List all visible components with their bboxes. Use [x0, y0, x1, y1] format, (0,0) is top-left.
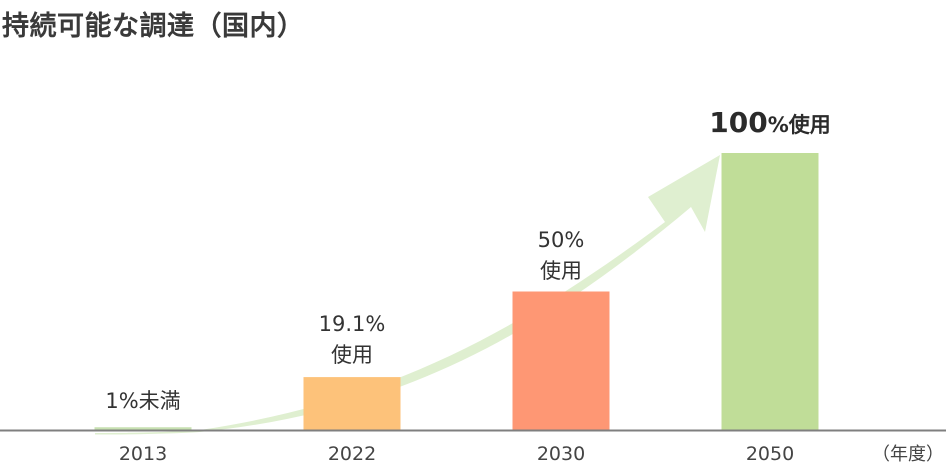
x-tick-label: 2030 [537, 443, 585, 465]
data-label-sub: 使用 [331, 343, 373, 367]
page-title: 持続可能な調達（国内） [2, 11, 305, 42]
x-tick-label: 2050 [746, 443, 794, 465]
data-label: 19.1% [319, 312, 386, 336]
data-label-sub: 使用 [540, 259, 582, 283]
bar-2050 [721, 153, 819, 430]
trend-arrow-layer [95, 155, 720, 435]
x-tick-labels: 2013 2022 2030 2050 [119, 443, 794, 465]
x-tick-label: 2013 [119, 443, 167, 465]
bar-2030 [512, 291, 610, 430]
bar-2013 [94, 427, 192, 430]
data-labels: 1%未満 19.1% 使用 50% 使用 100%使用 [105, 106, 830, 413]
data-label: 100%使用 [709, 106, 831, 139]
x-axis-unit-label: （年度） [872, 444, 944, 465]
trend-arrow [95, 155, 720, 435]
x-tick-label: 2022 [328, 443, 376, 465]
bar-2022 [303, 377, 401, 430]
data-label: 50% [538, 228, 585, 252]
bars-layer [94, 153, 819, 430]
data-label: 1%未満 [105, 389, 180, 413]
